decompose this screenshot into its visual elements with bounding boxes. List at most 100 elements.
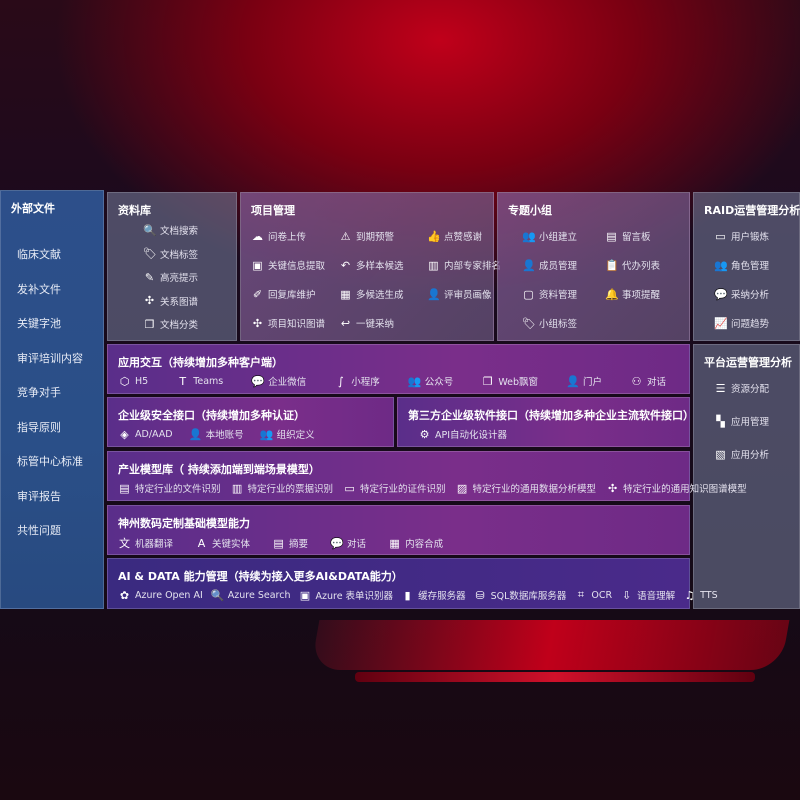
feature-item[interactable]: 🔍 文档搜索 — [143, 223, 198, 238]
feature-item[interactable]: 🏷 文档标签 — [143, 247, 198, 261]
external-file-item[interactable]: 发补文件 — [17, 282, 61, 296]
tts-icon: ♫ — [684, 588, 695, 602]
feature-item[interactable]: ✣ 项目知识图谱 — [251, 316, 325, 331]
feature-item[interactable]: 📋 代办列表 — [605, 258, 660, 273]
feature-item[interactable]: ⬡ H5 — [118, 375, 149, 388]
feature-label: 多样本候选 — [356, 261, 404, 272]
feature-item[interactable]: ▭ 特定行业的证件识别 — [343, 481, 445, 496]
feature-item[interactable]: 👥 小组建立 — [522, 229, 577, 244]
compose-icon: ▦ — [389, 536, 400, 550]
feature-item[interactable]: ▚ 应用管理 — [714, 414, 769, 429]
feature-item[interactable]: ♫ TTS — [683, 588, 718, 602]
feature-item[interactable]: ↩ 一键采纳 — [339, 316, 394, 331]
feature-item[interactable]: ▦ 内容合成 — [388, 536, 443, 551]
feature-item[interactable]: 👥 角色管理 — [714, 258, 769, 273]
feature-item[interactable]: 👤 门户 — [566, 374, 602, 389]
feature-item[interactable]: ❐ 文档分类 — [143, 317, 199, 332]
users-icon: 👥 — [407, 374, 422, 388]
feature-item[interactable]: ⚇ 对话 — [630, 374, 666, 389]
feature-item[interactable]: ▧ 应用分析 — [714, 447, 769, 462]
list-icon: ☰ — [715, 381, 726, 395]
feature-item[interactable]: 🔍 Azure Search — [211, 589, 291, 602]
feature-item[interactable]: ⚠ 到期预警 — [339, 229, 394, 244]
feature-item[interactable]: 👍 点赞感谢 — [427, 229, 482, 244]
feature-item[interactable]: ↶ 多样本候选 — [339, 258, 404, 273]
org-icon: 👥 — [259, 427, 274, 441]
feature-item[interactable]: ▨ 特定行业的通用数据分析模型 — [456, 481, 596, 496]
feature-item[interactable]: ▥ 特定行业的票据识别 — [231, 481, 333, 496]
feature-item[interactable]: 👥 公众号 — [407, 374, 454, 389]
feature-item[interactable]: ▮ 缓存服务器 — [401, 588, 466, 603]
feature-item[interactable]: 🏷 小组标签 — [522, 316, 578, 331]
feature-item[interactable]: ▭ 用户锻炼 — [714, 229, 769, 244]
feature-item[interactable]: ✿ Azure Open AI — [118, 589, 203, 602]
feature-label: 成员管理 — [539, 261, 578, 272]
feature-item[interactable]: ❐ Web飘窗 — [481, 374, 538, 389]
feature-item[interactable]: T Teams — [176, 375, 223, 388]
feature-item[interactable]: ⌗ OCR — [574, 588, 612, 602]
feature-label: 小组标签 — [539, 319, 578, 330]
feature-item[interactable]: ⇩ 语音理解 — [620, 588, 676, 603]
external-file-item[interactable]: 审评报告 — [17, 489, 61, 503]
feature-item[interactable]: ☰ 资源分配 — [714, 381, 770, 396]
panel-title: 应用交互（持续增加多种客户端） — [118, 356, 283, 369]
form-recognizer-icon: ▣ — [299, 588, 311, 602]
feature-label: 问题趋势 — [731, 319, 770, 330]
external-file-item[interactable]: 临床文献 — [17, 248, 61, 261]
feature-label: 特定行业的通用知识图谱模型 — [623, 484, 747, 495]
external-file-item[interactable]: 关键字池 — [17, 317, 61, 330]
feature-item[interactable]: ✐ 回复库维护 — [251, 287, 316, 302]
feature-item[interactable]: ▢ 资料管理 — [522, 287, 577, 302]
feature-item[interactable]: 文机器翻译 — [118, 535, 173, 551]
feature-item[interactable]: 💬 采纳分析 — [714, 287, 769, 302]
folder-icon: ▢ — [523, 287, 534, 301]
feature-label: 语音理解 — [637, 591, 676, 602]
feature-label: 资源分配 — [731, 384, 770, 395]
feature-item[interactable]: 📈 问题趋势 — [714, 316, 770, 331]
speech-icon: ⇩ — [622, 588, 632, 602]
external-file-item[interactable]: 共性问题 — [17, 524, 61, 537]
aad-icon: ◈ — [120, 427, 129, 441]
feature-item[interactable]: 💬 对话 — [330, 536, 366, 551]
feature-item[interactable]: ⛁ SQL数据库服务器 — [474, 588, 566, 603]
feature-item[interactable]: ▤ 留言板 — [605, 229, 651, 244]
external-file-item[interactable]: 指导原则 — [17, 420, 61, 434]
feature-item[interactable]: 🔔 事项提醒 — [605, 287, 660, 302]
feature-item[interactable]: ▣ 关键信息提取 — [251, 258, 325, 273]
feature-item[interactable]: ✣ 特定行业的通用知识图谱模型 — [606, 481, 747, 496]
feature-item[interactable]: ▤ 特定行业的文件识别 — [118, 481, 220, 496]
external-file-item[interactable]: 竞争对手 — [17, 386, 61, 399]
chat-icon: ⚇ — [631, 374, 642, 388]
feature-item[interactable]: ✣ 关系图谱 — [143, 294, 198, 308]
feature-item[interactable]: ▣ Azure 表单识别器 — [298, 588, 394, 603]
app-interaction-panel: 应用交互（持续增加多种客户端） ⬡ H5 T Teams 💬 企业微信 ∫ 小程序 👥 公众号 ❐ We… — [107, 344, 690, 394]
external-file-item[interactable]: 审评培训内容 — [17, 351, 83, 365]
feature-item[interactable]: ⚙ API自动化设计器 — [418, 427, 507, 442]
feature-item[interactable]: 👥 组织定义 — [259, 427, 315, 442]
feature-label: 文档分类 — [160, 320, 199, 331]
feature-item[interactable]: 👤 本地账号 — [189, 427, 244, 442]
feature-label: 留言板 — [622, 232, 651, 243]
external-file-item[interactable]: 标管中心标准 — [17, 455, 83, 468]
feature-item[interactable]: ▦ 多候选生成 — [339, 287, 403, 302]
id-card-icon: ▭ — [344, 481, 355, 495]
feature-item[interactable]: 👤 评审员画像 — [427, 287, 492, 302]
users-icon: 👥 — [714, 258, 728, 272]
ai-data-panel: AI & DATA 能力管理（持续为接入更多AI&DATA能力） ✿ Azure O… — [107, 558, 718, 609]
feature-item[interactable]: ◈ AD/AAD — [118, 427, 172, 441]
feature-item[interactable]: ▥ 内部专家排名 — [427, 258, 501, 273]
feature-item[interactable]: A 关键实体 — [195, 536, 250, 551]
feature-item[interactable]: ∫ 小程序 — [334, 374, 380, 389]
feature-item[interactable]: 👤 成员管理 — [522, 258, 578, 273]
window-icon: ❐ — [482, 374, 493, 388]
feature-item[interactable]: ▤ 摘要 — [272, 536, 308, 551]
pen-icon: ✎ — [144, 270, 155, 284]
trend-icon: 📈 — [714, 316, 728, 330]
feature-item[interactable]: 💬 企业微信 — [251, 374, 306, 389]
feature-label: 文档标签 — [160, 249, 199, 261]
feature-label: Azure 表单识别器 — [315, 591, 394, 602]
feature-item[interactable]: ☁ 问卷上传 — [251, 229, 306, 244]
feature-item[interactable]: ✎ 高亮提示 — [143, 270, 198, 285]
panel-title: 平台运营管理分析 — [704, 356, 792, 369]
feature-row: 文机器翻译 A 关键实体 ▤ 摘要 💬 对话 ▦ 内容合成 — [118, 535, 443, 551]
